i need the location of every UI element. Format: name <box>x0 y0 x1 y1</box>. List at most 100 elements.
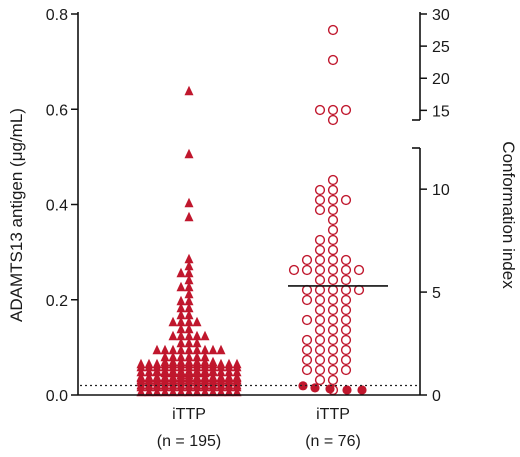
triangle-point <box>200 376 210 387</box>
open-circle-point <box>314 184 326 196</box>
triangle-point <box>208 361 218 372</box>
triangle-point <box>184 337 194 348</box>
right-axis-title: Conformation index <box>499 141 518 289</box>
triangle-point <box>144 381 154 392</box>
left-tick-label: 0.4 <box>46 198 68 215</box>
open-circle-point <box>340 324 352 336</box>
triangle-point <box>224 386 234 397</box>
open-circle-point <box>340 314 352 326</box>
triangle-point <box>192 351 202 362</box>
open-circle-point <box>353 264 365 276</box>
triangle-point <box>208 381 218 392</box>
open-circle-point <box>301 364 313 376</box>
right-tick-label: 0 <box>432 388 441 405</box>
triangle-point <box>200 366 210 377</box>
open-circle-point <box>314 264 326 276</box>
category-n-label-2: (n = 76) <box>305 433 361 450</box>
open-circle-point <box>340 254 352 266</box>
triangle-point <box>136 361 146 372</box>
triangle-point <box>160 371 170 382</box>
open-circle-point <box>301 254 313 266</box>
triangle-point <box>176 381 186 392</box>
triangle-point <box>168 366 178 377</box>
triangle-point <box>232 366 242 377</box>
triangle-point <box>232 371 242 382</box>
filled-circle-point <box>310 383 320 393</box>
triangle-point <box>176 376 186 387</box>
filled-circle-point <box>357 385 367 395</box>
open-circle-point <box>327 334 339 346</box>
open-circle-point <box>327 274 339 286</box>
triangle-point <box>184 316 194 327</box>
triangle-point <box>160 361 170 372</box>
open-circle-point <box>314 314 326 326</box>
triangle-point <box>184 323 194 334</box>
triangle-point <box>192 371 202 382</box>
triangle-point <box>192 330 202 341</box>
open-circle-point <box>340 334 352 346</box>
triangle-point <box>152 386 162 397</box>
open-circle-point <box>301 264 313 276</box>
open-circle-point <box>327 354 339 366</box>
triangle-point <box>184 267 194 278</box>
open-circle-point <box>327 254 339 266</box>
triangle-point <box>192 316 202 327</box>
open-circle-point <box>340 274 352 286</box>
open-circle-point <box>340 294 352 306</box>
open-circle-point <box>340 194 352 206</box>
triangle-point <box>200 386 210 397</box>
triangle-point <box>216 381 226 392</box>
triangle-point <box>232 386 242 397</box>
left-axis-title: ADAMTS13 antigen (μg/mL) <box>7 108 26 322</box>
triangle-point <box>152 376 162 387</box>
triangle-point <box>176 356 186 367</box>
filled-circle-point <box>325 384 335 394</box>
triangle-point <box>184 386 194 397</box>
triangle-point <box>184 288 194 299</box>
right-tick-label: 5 <box>432 285 441 302</box>
triangle-point <box>176 302 186 313</box>
triangle-point <box>168 351 178 362</box>
open-circle-point <box>301 314 313 326</box>
right-tick-label: 25 <box>432 39 450 56</box>
triangle-point <box>200 356 210 367</box>
open-circle-point <box>340 344 352 356</box>
triangle-point <box>224 366 234 377</box>
open-circle-point <box>314 334 326 346</box>
triangle-point <box>160 386 170 397</box>
triangle-point <box>192 376 202 387</box>
triangle-point <box>160 366 170 377</box>
triangle-point <box>224 371 234 382</box>
open-circle-point <box>327 114 339 126</box>
triangle-point <box>184 309 194 320</box>
triangle-point <box>176 366 186 377</box>
right-tick-label: 15 <box>432 103 450 120</box>
triangle-point <box>184 381 194 392</box>
triangle-point <box>208 376 218 387</box>
triangle-point <box>184 85 194 96</box>
open-circle-point <box>301 354 313 366</box>
left-tick-label: 0.2 <box>46 293 68 310</box>
triangle-point <box>216 366 226 377</box>
open-circle-point <box>327 234 339 246</box>
triangle-point <box>184 295 194 306</box>
triangle-point <box>184 211 194 222</box>
triangle-point <box>184 361 194 372</box>
data-points <box>136 24 388 397</box>
triangle-point <box>176 337 186 348</box>
triangle-point <box>216 386 226 397</box>
open-circle-point <box>327 244 339 256</box>
triangle-point <box>184 197 194 208</box>
triangle-point <box>136 371 146 382</box>
triangle-point <box>184 260 194 271</box>
open-circle-point <box>288 264 300 276</box>
triangle-point <box>232 361 242 372</box>
triangle-point <box>168 316 178 327</box>
triangle-point <box>144 386 154 397</box>
open-circle-point <box>327 224 339 236</box>
triangle-point <box>208 356 218 367</box>
category-n-label-1: (n = 195) <box>157 433 221 450</box>
triangle-point <box>176 351 186 362</box>
triangle-point <box>176 386 186 397</box>
